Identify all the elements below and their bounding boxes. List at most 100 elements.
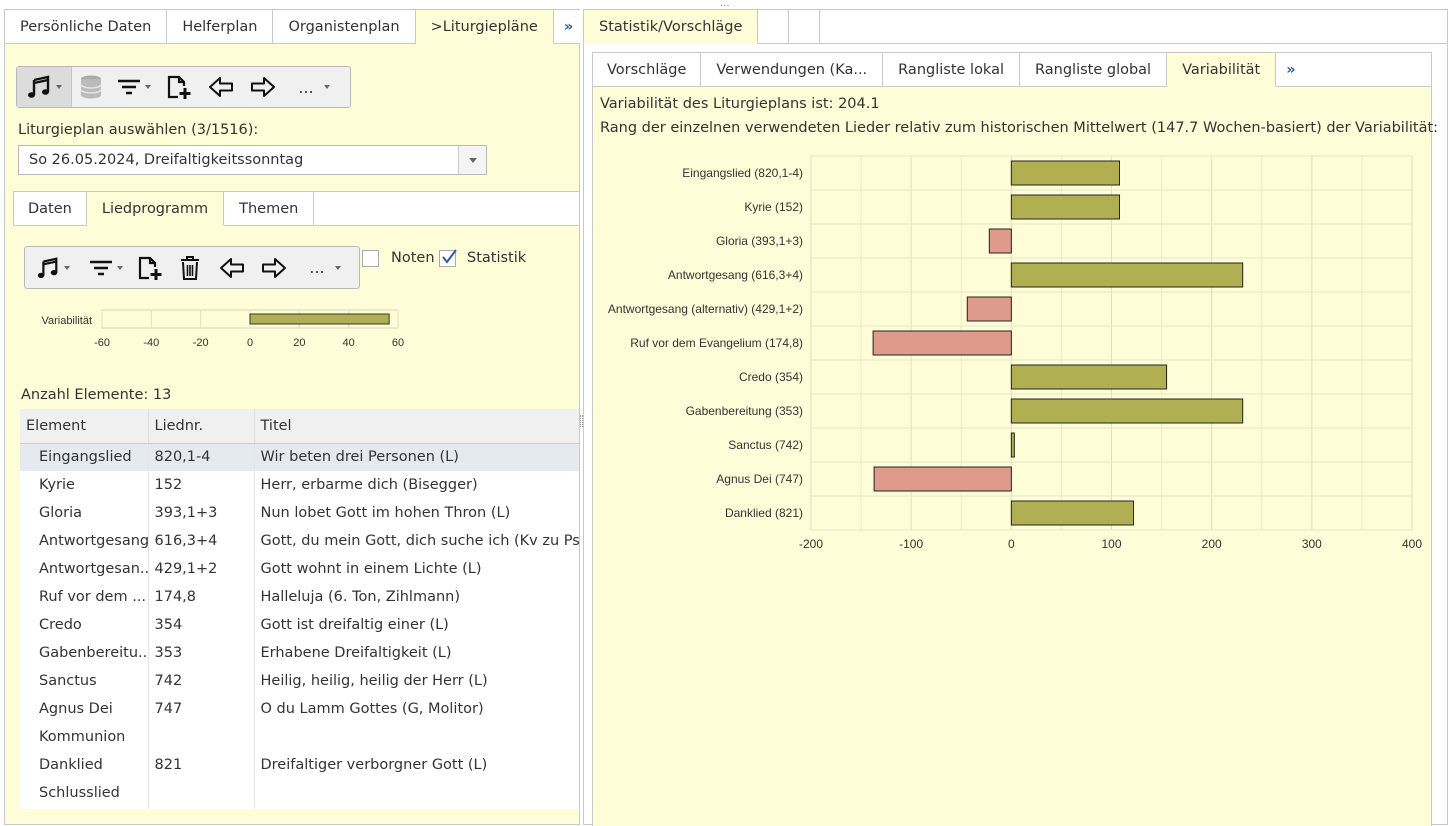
x-tick-label: 200 [1202, 537, 1222, 551]
table-row[interactable]: Kyrie 152 Herr, erbarme dich (Bisegger) [20, 471, 579, 499]
element-cell[interactable]: Ruf vor dem ... [20, 583, 149, 611]
tab-vorschlaege[interactable]: Vorschläge [593, 53, 702, 86]
element-cell[interactable]: Agnus Dei [20, 695, 149, 723]
stats-tab-more-button[interactable]: » [1276, 53, 1306, 86]
table-row[interactable]: Ruf vor dem ... 174,8 Halleluja (6. Ton, Z… [20, 583, 579, 611]
titel-cell[interactable]: Gott wohnt in einem Lichte (L) [254, 555, 579, 583]
titel-cell[interactable]: Nun lobet Gott im hohen Thron (L) [254, 499, 579, 527]
liednr-cell[interactable]: 353 [148, 639, 255, 667]
element-cell[interactable]: Gloria [20, 499, 149, 527]
tab-helferplan[interactable]: Helferplan [167, 10, 274, 43]
plan-select[interactable]: So 26.05.2024, Dreifaltigkeitssonntag [18, 145, 487, 175]
element-cell[interactable]: Kommunion [20, 723, 149, 751]
liednr-cell[interactable]: 821 [148, 751, 255, 779]
tab-statistik-vorschlaege[interactable]: Statistik/Vorschläge [584, 10, 759, 44]
noten-checkbox[interactable] [362, 250, 379, 267]
element-cell[interactable]: Sanctus [20, 667, 149, 695]
liednr-cell[interactable]: 747 [148, 695, 255, 723]
liednr-cell[interactable]: 393,1+3 [148, 499, 255, 527]
tab-liturgieplaene[interactable]: >Liturgiepläne [415, 10, 554, 44]
tab-daten[interactable]: Daten [14, 192, 87, 225]
table-row[interactable]: Kommunion [20, 723, 579, 751]
column-header-titel[interactable]: Titel [254, 409, 579, 444]
tab-empty-2[interactable] [789, 10, 821, 43]
element-cell[interactable]: Eingangslied [20, 443, 149, 471]
titel-cell[interactable] [254, 723, 579, 751]
liednr-cell[interactable]: 742 [148, 667, 255, 695]
column-header-element[interactable]: Element [20, 409, 149, 444]
liednr-cell[interactable]: 354 [148, 611, 255, 639]
song-delete-button[interactable] [169, 249, 211, 287]
empty-cell [20, 807, 149, 809]
tab-organistenplan[interactable]: Organistenplan [273, 10, 416, 43]
table-row[interactable]: Schlusslied [20, 779, 579, 807]
titel-cell[interactable]: Gott, du mein Gott, dich suche ich (Kv z… [254, 527, 579, 555]
element-cell[interactable]: Kyrie [20, 471, 149, 499]
song-music-menu-button[interactable] [25, 249, 81, 287]
checkmark-icon [442, 249, 457, 264]
select-dropdown-button[interactable] [458, 146, 486, 174]
song-filter-menu-button[interactable] [81, 249, 131, 287]
element-cell[interactable]: Credo [20, 611, 149, 639]
table-row[interactable]: Antwortgesang 616,3+4 Gott, du mein Gott, … [20, 527, 579, 555]
column-header-liednr[interactable]: Liednr. [148, 409, 255, 444]
tab-empty-1[interactable] [758, 10, 790, 43]
song-previous-button[interactable] [211, 249, 253, 287]
tab-variabilitaet[interactable]: Variabilität [1167, 53, 1277, 87]
category-label: Agnus Dei (747) [716, 472, 803, 486]
table-row[interactable]: Gloria 393,1+3 Nun lobet Gott im hohen Thr… [20, 499, 579, 527]
table-row[interactable]: Sanctus 742 Heilig, heilig, heilig der Her… [20, 667, 579, 695]
category-label: Sanctus (742) [728, 438, 803, 452]
filter-menu-button[interactable] [110, 68, 158, 106]
titel-cell[interactable]: Halleluja (6. Ton, Zihlmann) [254, 583, 579, 611]
table-row[interactable]: Danklied 821 Dreifaltiger verborgner Gott … [20, 751, 579, 779]
previous-button[interactable] [200, 68, 242, 106]
table-row[interactable]: Agnus Dei 747 O du Lamm Gottes (G, Molitor… [20, 695, 579, 723]
element-cell[interactable]: Gabenbereitu... [20, 639, 149, 667]
splitter-grip-top: ... [720, 0, 730, 9]
table-row[interactable]: Credo 354 Gott ist dreifaltig einer (L) [20, 611, 579, 639]
more-actions-button[interactable]: ... [284, 68, 344, 106]
liednr-cell[interactable]: 152 [148, 471, 255, 499]
tab-persoenliche-daten[interactable]: Persönliche Daten [5, 10, 168, 43]
tab-rangliste-global[interactable]: Rangliste global [1020, 53, 1168, 86]
add-document-button[interactable] [158, 68, 200, 106]
database-button[interactable] [72, 68, 110, 106]
table-row[interactable]: Gabenbereitu... 353 Erhabene Dreifaltigkei… [20, 639, 579, 667]
liednr-cell[interactable]: 429,1+2 [148, 555, 255, 583]
tab-rangliste-lokal[interactable]: Rangliste lokal [883, 53, 1020, 86]
liednr-cell[interactable]: 616,3+4 [148, 527, 255, 555]
music-menu-button[interactable] [17, 67, 72, 107]
titel-cell[interactable]: Gott ist dreifaltig einer (L) [254, 611, 579, 639]
tab-verwendungen[interactable]: Verwendungen (Ka... [701, 53, 884, 86]
titel-cell[interactable] [254, 779, 579, 807]
liednr-cell[interactable]: 174,8 [148, 583, 255, 611]
liednr-cell[interactable]: 820,1-4 [148, 443, 255, 471]
titel-cell[interactable]: Heilig, heilig, heilig der Herr (L) [254, 667, 579, 695]
statistik-checkbox[interactable] [439, 249, 457, 267]
tab-themen[interactable]: Themen [224, 192, 315, 225]
element-cell[interactable]: Schlusslied [20, 779, 149, 807]
titel-cell[interactable]: Erhabene Dreifaltigkeit (L) [254, 639, 579, 667]
tab-liedprogramm[interactable]: Liedprogramm [86, 192, 225, 226]
element-cell[interactable]: Antwortgesan... [20, 555, 149, 583]
element-cell[interactable]: Antwortgesang [20, 527, 149, 555]
titel-cell[interactable]: Herr, erbarme dich (Bisegger) [254, 471, 579, 499]
element-cell[interactable]: Danklied [20, 751, 149, 779]
splitter-grip-side [580, 415, 583, 427]
bar [988, 228, 1012, 254]
titel-cell[interactable]: O du Lamm Gottes (G, Molitor) [254, 695, 579, 723]
filter-icon [90, 260, 112, 275]
next-button[interactable] [242, 68, 284, 106]
table-row[interactable]: Eingangslied 820,1-4 Wir beten drei Person… [20, 443, 579, 471]
song-table: Element Liednr. Titel Eingangslied 820,1-… [20, 409, 579, 809]
song-more-actions-button[interactable]: ... [295, 249, 355, 287]
liednr-cell[interactable] [148, 723, 255, 751]
song-add-button[interactable] [131, 249, 169, 287]
titel-cell[interactable]: Wir beten drei Personen (L) [254, 443, 579, 471]
liednr-cell[interactable] [148, 779, 255, 807]
table-row[interactable]: Antwortgesan... 429,1+2 Gott wohnt in eine… [20, 555, 579, 583]
song-next-button[interactable] [253, 249, 295, 287]
titel-cell[interactable]: Dreifaltiger verborgner Gott (L) [254, 751, 579, 779]
plan-toolbar: ... [16, 66, 351, 108]
